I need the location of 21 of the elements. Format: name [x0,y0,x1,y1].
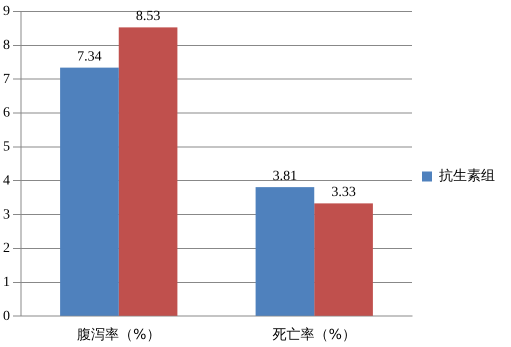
y-tick-label: 3 [3,207,10,222]
data-label: 3.33 [331,185,356,200]
y-tick-label: 1 [3,275,10,290]
legend-label: 抗生素组 [439,168,495,184]
x-tick-label: 腹泻率（%） [77,327,160,344]
y-tick-label: 0 [3,308,10,324]
data-label: 8.53 [136,8,160,24]
y-tick-label: 7 [3,72,10,87]
y-tick-label: 2 [3,241,10,256]
y-tick-label: 9 [3,4,10,20]
x-tick-label: 死亡率（%） [272,327,356,344]
bar [118,27,178,316]
y-tick-label: 5 [3,140,10,155]
data-label: 7.34 [77,49,102,64]
y-tick-label: 8 [3,38,10,53]
y-tick-label: 4 [3,173,10,188]
bar [314,203,373,316]
bar [256,187,314,316]
data-label: 3.81 [272,168,298,184]
bar [60,68,119,316]
y-tick-label: 6 [3,106,10,121]
